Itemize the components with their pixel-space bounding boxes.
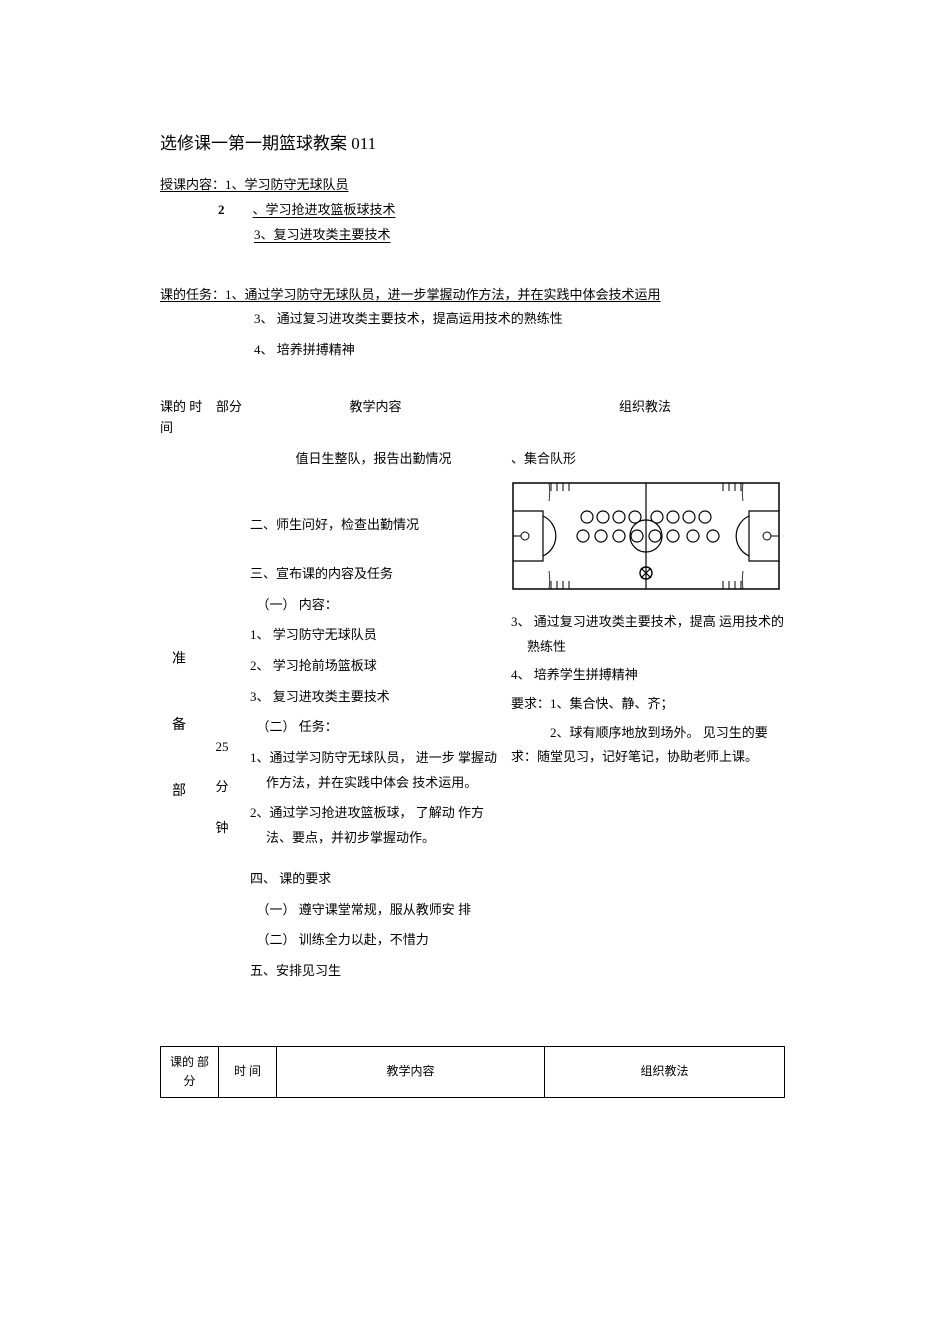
task-item: 4、 培养拼搏精神 (254, 340, 785, 361)
content-line: （二） 训练全力以赴，不惜力 (250, 928, 497, 953)
bt-header-method: 组织教法 (545, 1046, 785, 1097)
bt-header-part: 课的 部分 (161, 1046, 219, 1097)
time-value: 25 (216, 737, 229, 758)
task-header: 课的任务：1、通过学习防守无球队员，进一步掌握动作方法，并在实践中体会技术运用 (160, 285, 785, 306)
teach-content-item: 2 、学习抢进攻篮板球技术 (160, 200, 785, 222)
item-text: 、学习抢进攻篮板球技术 (253, 200, 786, 222)
part-char: 部 (172, 781, 186, 803)
content-line: 2、通过学习抢进攻篮板球， 了解动 作方法、要点，并初步掌握动作。 (250, 801, 497, 850)
part-char: 准 (172, 649, 186, 671)
item-text: 3、复习进攻类主要技术 (254, 225, 785, 247)
time-unit: 分 (215, 777, 228, 798)
method-line: 4、 培养学生拼搏精神 (511, 663, 785, 688)
bt-header-time: 时 间 (219, 1046, 277, 1097)
method-line: 、集合队形 (511, 447, 785, 472)
content-line: 三、宣布课的内容及任务 (250, 562, 497, 587)
prep-section-row: 准 备 部 25 分 钟 值日生整队，报告出勤情况 二、师生问好，检查出勤情况 … (160, 447, 785, 990)
method-cell: 、集合队形 (505, 447, 785, 775)
method-line: 要求：1、集合快、静、齐； (511, 692, 785, 717)
basketball-court-diagram (511, 481, 781, 591)
table-row: 课的 部分 时 间 教学内容 组织教法 (161, 1046, 785, 1097)
teaching-content-cell: 值日生整队，报告出勤情况 二、师生问好，检查出勤情况 三、宣布课的内容及任务 （… (246, 447, 505, 990)
header-part: 课的 时 间 (160, 397, 216, 439)
part-char: 备 (172, 715, 186, 737)
item-number: 2 (218, 200, 225, 222)
header-method: 组织教法 (505, 397, 785, 439)
content-line: 1、 学习防守无球队员 (250, 623, 497, 648)
content-line: 二、师生问好，检查出勤情况 (250, 513, 497, 538)
part-label-cell: 准 备 部 (160, 447, 198, 826)
content-line: 1、通过学习防守无球队员， 进一步 掌握动作方法，并在实践中体会 技术运用。 (250, 746, 497, 795)
table-header-row: 课的 时 间 部分 教学内容 组织教法 (160, 397, 785, 439)
header-part2: 部分 (216, 397, 242, 439)
header-content: 教学内容 (246, 397, 505, 439)
time-unit: 钟 (215, 818, 228, 839)
bottom-header-table: 课的 部分 时 间 教学内容 组织教法 (160, 1046, 785, 1098)
content-line: 五、安排见习生 (250, 959, 497, 984)
task-item: 3、 通过复习进攻类主要技术，提高运用技术的熟练性 (254, 309, 785, 330)
time-label-cell: 25 分 钟 (198, 447, 246, 849)
content-line: 值日生整队，报告出勤情况 (250, 447, 497, 472)
content-line: （一） 内容： (250, 593, 497, 618)
document-title: 选修课一第一期篮球教案 011 (160, 130, 785, 157)
content-line: （一） 遵守课堂常规，服从教师安 排 (250, 898, 497, 923)
content-line: 3、 复习进攻类主要技术 (250, 685, 497, 710)
teach-content-header: 授课内容：1、学习防守无球队员 (160, 175, 785, 196)
bt-header-content: 教学内容 (277, 1046, 545, 1097)
content-line: 2、 学习抢前场篮板球 (250, 654, 497, 679)
content-line: （二） 任务： (250, 715, 497, 740)
teach-content-item: 3、复习进攻类主要技术 (160, 225, 785, 247)
method-line: 2、球有顺序地放到场外。 见习生的要求：随堂见习，记好笔记，协助老师上课。 (511, 721, 785, 770)
content-line: 四、 课的要求 (250, 867, 497, 892)
method-line: 3、 通过复习进攻类主要技术，提高 运用技术的熟练性 (511, 610, 785, 659)
lesson-table: 课的 时 间 部分 教学内容 组织教法 准 备 部 25 分 钟 值日生整队，报… (160, 397, 785, 990)
